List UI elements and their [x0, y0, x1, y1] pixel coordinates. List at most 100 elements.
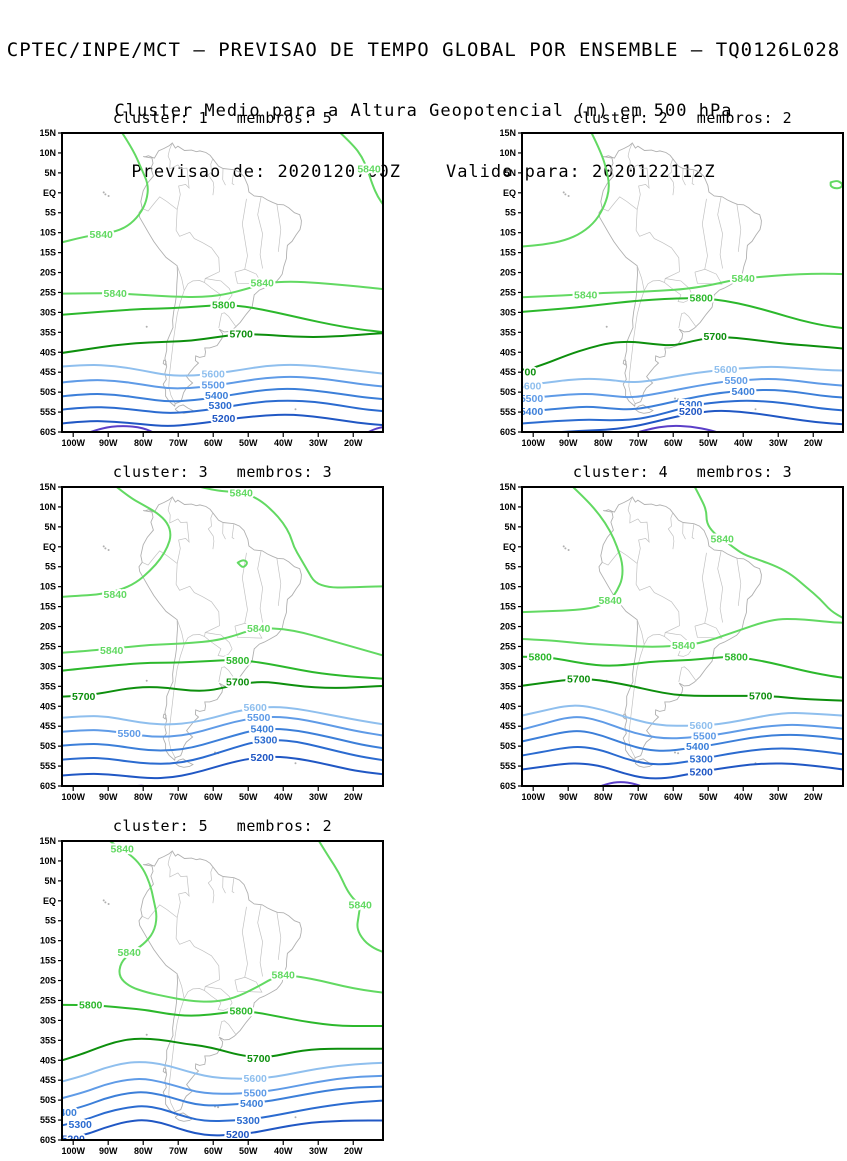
lat-tick-label: 5S: [505, 562, 516, 572]
lat-tick-label: 5N: [504, 168, 516, 178]
lat-tick-label: 15S: [40, 602, 56, 612]
country-border: [276, 912, 282, 960]
lon-tick-label: 40W: [274, 438, 293, 448]
lon-tick-label: 30W: [309, 1146, 328, 1156]
lon-tick-label: 80W: [134, 1146, 153, 1156]
contour-5300-line: [62, 399, 383, 414]
contour-5200-label: 5200: [679, 406, 703, 418]
island-dot: [102, 191, 105, 194]
lat-tick-label: 50S: [500, 387, 516, 397]
contour-5300-line: [522, 399, 843, 425]
lat-tick-label: 5N: [504, 522, 516, 532]
lon-tick-label: 50W: [699, 792, 718, 802]
contour-5800-label: 5800: [230, 1005, 254, 1017]
lat-tick-label: 15S: [40, 248, 56, 258]
lat-tick-label: EQ: [43, 188, 56, 198]
contour-5700-label: 5700: [230, 328, 254, 340]
lat-tick-label: 10S: [40, 936, 56, 946]
island-dot: [145, 679, 148, 682]
country-border: [231, 169, 235, 186]
contour-5800-label: 5800: [725, 651, 749, 663]
lat-tick-label: 10N: [499, 148, 516, 158]
country-border: [717, 549, 723, 623]
contour-5200-label: 5200: [212, 413, 236, 425]
island-dot: [754, 408, 757, 411]
island-dot: [677, 752, 680, 755]
island-dot: [217, 1106, 220, 1109]
country-border: [167, 850, 190, 918]
contour-5200-line: [62, 1119, 383, 1140]
country-border: [678, 666, 697, 682]
country-border: [218, 312, 237, 328]
island-dot: [674, 397, 676, 400]
lon-tick-label: 90W: [99, 1146, 118, 1156]
lon-axis: 100W 90W 80W 70W 60W 50W 40W 30W 20W: [521, 786, 823, 802]
contour-5300-line: [522, 745, 843, 766]
lat-tick-label: 5N: [44, 876, 56, 886]
lon-tick-label: 40W: [734, 792, 753, 802]
coastline: [174, 758, 194, 768]
lat-tick-label: 10N: [499, 502, 516, 512]
lat-tick-label: 10N: [39, 856, 56, 866]
coastline: [598, 142, 762, 407]
lat-tick-label: 40S: [40, 701, 56, 711]
lon-tick-label: 100W: [61, 1146, 85, 1156]
contour-5840-label: 5840: [118, 947, 142, 959]
contour-5700-line: [62, 681, 383, 698]
lat-tick-label: 20S: [40, 268, 56, 278]
contour-5300-label: 5300: [209, 400, 233, 412]
contour-5800-label: 5800: [690, 293, 714, 305]
lat-tick-label: 60S: [40, 427, 56, 437]
contour-5500-label: 5500: [247, 712, 271, 724]
country-border: [701, 198, 708, 270]
country-border: [167, 142, 190, 210]
contour-5800-line: [522, 297, 843, 330]
cluster-panel-5: cluster: 5 membros: 2 5840 5840 5840 5840 580…: [36, 811, 384, 1161]
cluster-panel-3: cluster: 3 membros: 3 5840 5840 5840 5840 580…: [36, 457, 384, 807]
country-border: [183, 280, 205, 291]
figure-header: CPTEC/INPE/MCT — PREVISAO DE TEMPO GLOBA…: [0, 0, 847, 201]
coastline: [162, 359, 167, 366]
country-border: [222, 168, 226, 186]
contour-5840-label: 5840: [251, 277, 275, 289]
lon-tick-label: 80W: [594, 792, 613, 802]
contour-5400-label: 5400: [54, 1107, 78, 1119]
coastline: [138, 142, 302, 407]
contour-5840-line: [62, 280, 383, 298]
lat-tick-label: 55S: [40, 407, 56, 417]
contour-5300-label: 5300: [237, 1115, 261, 1127]
lat-axis: 15N 10N 5N EQ 5S 10S 15S 20S 25S 30S 35S 40S 45S 50S 5…: [39, 128, 62, 437]
contour-5600-label: 5600: [714, 364, 738, 376]
lat-tick-label: 20S: [40, 622, 56, 632]
coastline: [138, 496, 302, 761]
lat-tick-label: 15N: [39, 836, 56, 846]
coastline: [162, 713, 167, 720]
contour-5840-line: [693, 487, 843, 620]
cluster-1-map: 5840 5840 5840 5840 5800 5700 5600550054005300…: [39, 128, 384, 448]
lat-tick-label: 25S: [500, 641, 516, 651]
country-border: [142, 196, 220, 283]
country-border: [602, 196, 680, 283]
lon-tick-label: 40W: [274, 1146, 293, 1156]
island-dot: [564, 547, 567, 550]
lat-tick-label: 55S: [40, 761, 56, 771]
contour-5600-line: [522, 704, 843, 727]
contour-5200-line: [522, 762, 843, 780]
lat-tick-label: 5S: [505, 208, 516, 218]
lon-tick-label: 60W: [204, 792, 223, 802]
lat-tick-label: 15N: [39, 128, 56, 138]
island-dot: [145, 1033, 148, 1036]
contour-5840-line: [62, 487, 172, 598]
lat-tick-label: 15S: [40, 956, 56, 966]
lat-axis: 15N 10N 5N EQ 5S 10S 15S 20S 25S 30S 35S 40S 45S 50S 5…: [499, 482, 522, 791]
lat-tick-label: 15N: [499, 128, 516, 138]
lon-axis: 100W 90W 80W 70W 60W 50W 40W 30W 20W: [521, 432, 823, 448]
contour-5200-label: 5200: [251, 752, 275, 764]
lon-tick-label: 90W: [99, 792, 118, 802]
contour-5840-line: [522, 618, 843, 648]
country-border: [678, 312, 697, 328]
contour-5100-line: [87, 425, 155, 432]
lon-axis: 100W 90W 80W 70W 60W 50W 40W 30W 20W: [61, 1140, 363, 1156]
contour-5200-line: [62, 413, 383, 427]
lat-tick-label: 15S: [500, 602, 516, 612]
